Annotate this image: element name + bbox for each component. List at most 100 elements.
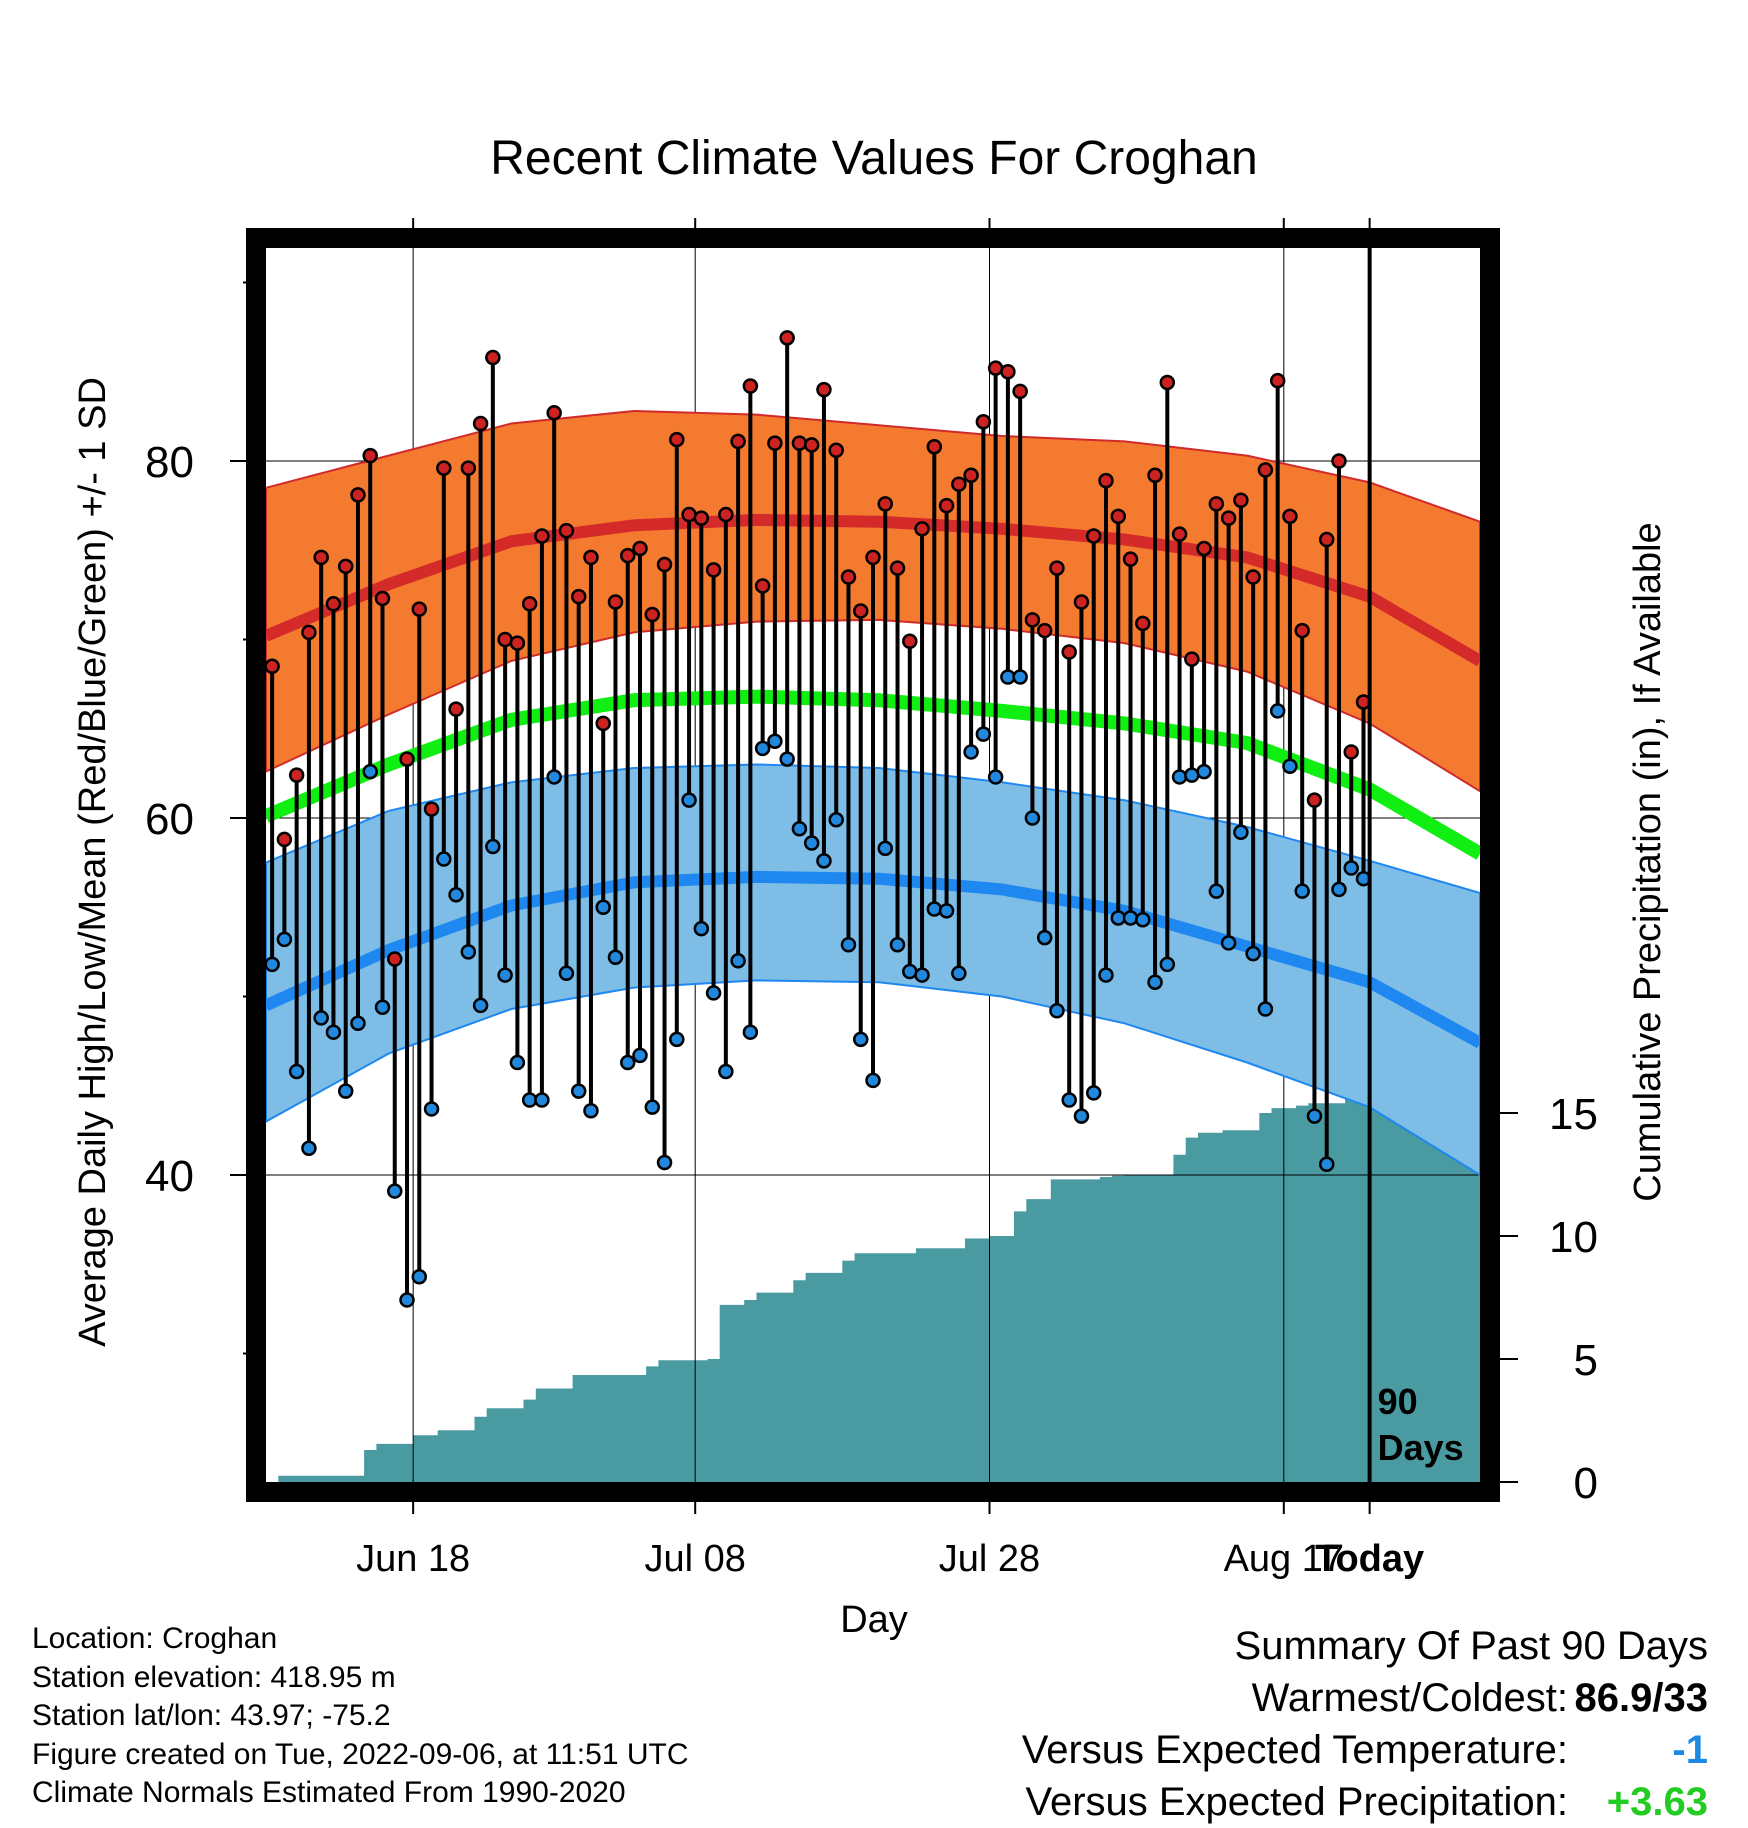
high-point xyxy=(387,951,403,967)
high-point xyxy=(546,405,562,421)
low-point xyxy=(1233,824,1249,841)
high-point xyxy=(1282,508,1298,525)
low-point xyxy=(1024,810,1041,826)
low-point xyxy=(337,1083,354,1099)
low-point xyxy=(350,1015,366,1032)
low-point xyxy=(828,812,844,828)
low-point xyxy=(546,769,562,785)
low-point xyxy=(1073,1108,1090,1124)
low-point xyxy=(1269,703,1286,719)
summary-panel: Summary Of Past 90 Days Warmest/Coldest:… xyxy=(1022,1620,1708,1828)
elevation-text: Station elevation: 418.95 m xyxy=(32,1660,396,1694)
low-point xyxy=(1257,1001,1274,1017)
summary-title: Summary Of Past 90 Days xyxy=(1234,1624,1708,1668)
high-point xyxy=(607,594,624,610)
high-point xyxy=(718,506,734,523)
high-point xyxy=(1257,462,1274,478)
high-point xyxy=(975,413,992,430)
low-point xyxy=(1318,1156,1335,1173)
low-point xyxy=(914,967,930,983)
low-point xyxy=(1220,935,1237,951)
summary-warm-cold: Warmest/Coldest: 86.9/33 xyxy=(1022,1672,1708,1724)
x-tick-label: Jul 08 xyxy=(644,1538,745,1580)
low-point xyxy=(411,1268,428,1285)
high-point xyxy=(595,715,611,732)
y2-tick-label: 10 xyxy=(1549,1213,1598,1262)
high-point xyxy=(1036,622,1053,639)
low-point xyxy=(742,1024,759,1040)
low-point xyxy=(681,792,697,808)
high-point xyxy=(681,506,697,523)
low-point xyxy=(779,751,795,767)
high-point xyxy=(1245,569,1261,585)
low-point xyxy=(1049,1003,1065,1019)
y-tick-label: 80 xyxy=(145,438,194,487)
low-point xyxy=(718,1063,734,1080)
high-point xyxy=(693,510,710,526)
low-point xyxy=(1036,929,1053,946)
high-point xyxy=(767,435,783,451)
high-point xyxy=(264,658,280,675)
high-point xyxy=(816,381,832,398)
high-point xyxy=(1171,526,1188,542)
low-point xyxy=(264,956,280,973)
low-point xyxy=(509,1054,526,1071)
low-point xyxy=(1098,967,1114,983)
high-point xyxy=(779,330,795,346)
high-point xyxy=(877,496,894,512)
low-point xyxy=(1122,910,1139,926)
low-point xyxy=(301,1140,317,1156)
y-tick-label: 40 xyxy=(145,1152,194,1201)
low-point xyxy=(877,840,894,857)
mean-normal-line xyxy=(263,689,1484,860)
low-point xyxy=(951,965,967,982)
location-text: Location: Croghan xyxy=(32,1622,278,1655)
low-point xyxy=(313,1010,329,1026)
low-point xyxy=(570,1083,587,1099)
x-axis-label: Day xyxy=(840,1599,908,1641)
summary-precip: Versus Expected Precipitation: +3.63 xyxy=(1022,1776,1708,1828)
high-point xyxy=(1294,622,1310,639)
low-point xyxy=(448,887,464,903)
high-point xyxy=(1098,472,1114,489)
x-tick-label: Jul 28 xyxy=(939,1538,1040,1580)
high-point xyxy=(374,590,391,607)
high-point xyxy=(1061,644,1077,660)
precipitation-area xyxy=(266,1098,1493,1482)
high-point xyxy=(558,522,575,539)
high-point xyxy=(485,349,501,366)
latlon-text: Station lat/lon: 43.97; -75.2 xyxy=(32,1699,391,1732)
low-point xyxy=(1184,767,1200,783)
low-point xyxy=(1085,1085,1102,1101)
high-point xyxy=(1073,594,1090,610)
low-point xyxy=(840,936,857,953)
y-tick-label: 60 xyxy=(145,795,194,844)
high-point xyxy=(509,635,526,651)
high-point xyxy=(288,767,305,783)
marker-label-days: Days xyxy=(1378,1427,1464,1468)
normals-text: Climate Normals Estimated From 1990-2020 xyxy=(32,1776,626,1809)
high-point xyxy=(448,701,464,717)
high-point xyxy=(1269,372,1286,389)
high-point xyxy=(742,378,759,394)
low-point xyxy=(926,901,943,917)
low-point xyxy=(705,985,722,1001)
high-point xyxy=(902,633,918,650)
low-point xyxy=(460,944,477,960)
temp-value: -1 xyxy=(1672,1728,1708,1772)
low-point xyxy=(938,903,955,919)
low-point xyxy=(374,999,391,1015)
high-point xyxy=(1135,615,1151,632)
high-point xyxy=(411,601,428,617)
low-point xyxy=(485,838,501,855)
high-point xyxy=(1049,560,1065,576)
y2-tick-label: 5 xyxy=(1574,1336,1598,1385)
high-point xyxy=(754,578,771,594)
high-point xyxy=(987,360,1004,376)
low-point xyxy=(497,967,513,983)
high-point xyxy=(926,438,943,455)
high-point xyxy=(889,560,906,576)
low-point xyxy=(803,835,820,851)
high-point xyxy=(644,606,661,623)
